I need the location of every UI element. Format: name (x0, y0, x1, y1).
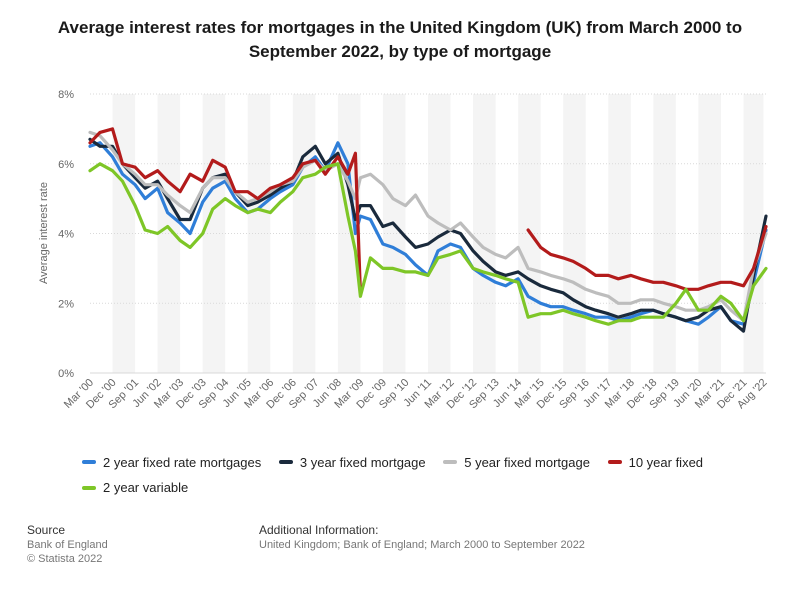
y-tick-label: 4% (58, 229, 74, 241)
legend-swatch-icon (607, 460, 622, 464)
y-axis-ticks: 0% 2% 4% 6% 8% (58, 89, 74, 380)
additional-info-block: Additional Information: United Kingdom; … (259, 523, 585, 552)
series-line-4[interactable] (88, 162, 768, 326)
legend-swatch-icon (278, 460, 293, 464)
legend-label: 2 year fixed rate mortgages (103, 454, 262, 470)
series-line-2[interactable] (88, 130, 768, 323)
legend-item-2y-fixed[interactable]: 2 year fixed rate mortgages (82, 455, 261, 470)
legend-label: 2 year variable (103, 480, 189, 495)
legend-swatch-icon (82, 460, 96, 464)
legend-label: 10 year fixed (628, 454, 704, 470)
legend-item-3y-fixed[interactable]: 3 year fixed mortgage (278, 454, 426, 470)
source-line[interactable]: Bank of England (27, 539, 108, 551)
source-block: Source Bank of England © Statista 2022 (27, 523, 108, 566)
legend-item-5y-fixed[interactable]: 5 year fixed mortgage (443, 455, 590, 470)
y-tick-label: 2% (58, 298, 74, 310)
source-heading: Source (27, 523, 66, 537)
y-axis-label: Average interest rate (38, 182, 50, 284)
y-tick-label: 8% (58, 89, 74, 101)
legend-item-10y-fixed[interactable]: 10 year fixed (607, 454, 704, 470)
series-line-3[interactable] (88, 127, 768, 295)
y-tick-label: 0% (58, 368, 74, 380)
legend-swatch-icon (82, 485, 96, 490)
info-text: United Kingdom; Bank of England; March 2… (259, 539, 585, 551)
chart-title: Average interest rates for mortgages in … (57, 18, 743, 61)
legend-label: 3 year fixed mortgage (299, 454, 426, 470)
legend-label: 5 year fixed mortgage (464, 454, 590, 470)
y-tick-label: 6% (58, 159, 74, 171)
legend: 2 year fixed rate mortgages 3 year fixed… (82, 452, 762, 503)
legend-item-2y-variable[interactable]: 2 year variable (82, 480, 188, 495)
legend-swatch-icon (443, 460, 458, 464)
gridlines (90, 93, 766, 374)
info-heading: Additional Information: (259, 523, 379, 537)
background-band (292, 94, 316, 373)
copyright-line: © Statista 2022 (27, 553, 103, 565)
series-lines (88, 127, 768, 333)
